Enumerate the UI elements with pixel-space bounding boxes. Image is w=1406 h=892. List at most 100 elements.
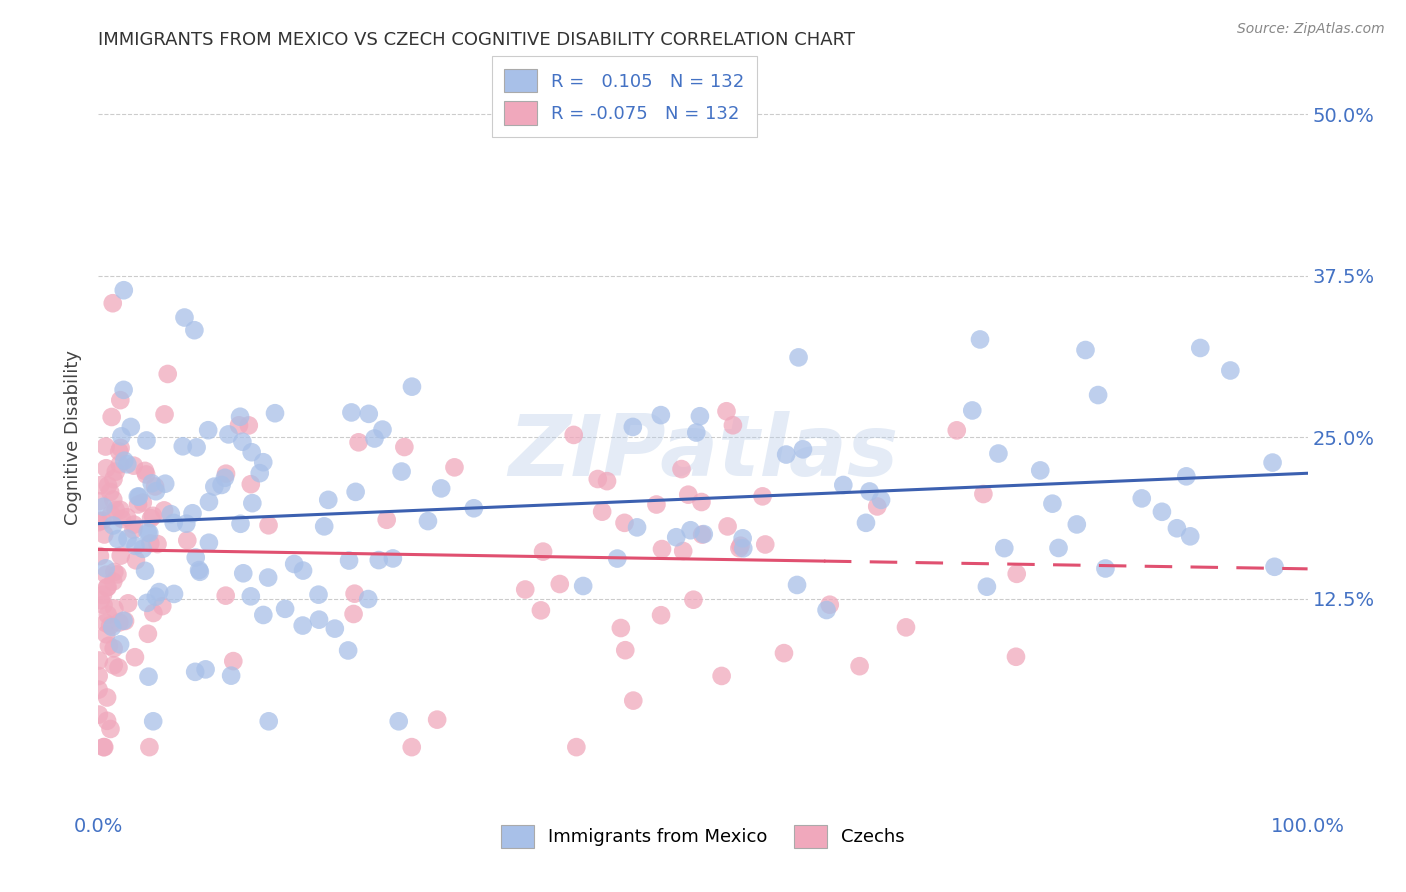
Point	[679, 523, 702, 537]
Point	[87, 515, 110, 529]
Point	[142, 508, 165, 523]
Point	[89, 478, 111, 492]
Point	[108, 444, 131, 458]
Point	[1189, 341, 1212, 355]
Point	[613, 516, 636, 530]
Point	[626, 520, 648, 534]
Point	[870, 492, 893, 507]
Point	[163, 587, 186, 601]
Point	[87, 707, 110, 722]
Point	[716, 404, 738, 418]
Point	[591, 505, 613, 519]
Point	[690, 495, 713, 509]
Point	[100, 507, 122, 521]
Point	[96, 690, 118, 705]
Point	[1166, 521, 1188, 535]
Point	[733, 541, 755, 556]
Point	[252, 455, 274, 469]
Point	[316, 492, 339, 507]
Point	[252, 607, 274, 622]
Point	[219, 668, 242, 682]
Point	[650, 608, 672, 623]
Point	[565, 740, 588, 755]
Point	[112, 383, 135, 397]
Point	[786, 578, 808, 592]
Text: ZIPatlas: ZIPatlas	[508, 410, 898, 493]
Point	[416, 514, 439, 528]
Point	[222, 654, 245, 668]
Point	[145, 484, 167, 499]
Point	[138, 525, 160, 540]
Point	[122, 458, 145, 473]
Point	[141, 476, 163, 491]
Text: Source: ZipAtlas.com: Source: ZipAtlas.com	[1237, 22, 1385, 37]
Point	[107, 532, 129, 546]
Point	[87, 494, 110, 508]
Point	[114, 614, 136, 628]
Point	[98, 485, 121, 500]
Point	[283, 557, 305, 571]
Point	[1180, 529, 1202, 543]
Point	[87, 514, 110, 528]
Point	[792, 442, 814, 457]
Point	[229, 409, 252, 424]
Point	[689, 409, 711, 424]
Point	[815, 603, 838, 617]
Point	[93, 500, 115, 514]
Point	[240, 496, 263, 510]
Point	[94, 440, 117, 454]
Point	[132, 541, 155, 556]
Point	[343, 587, 366, 601]
Y-axis label: Cognitive Disability: Cognitive Disability	[65, 350, 83, 524]
Point	[122, 523, 145, 537]
Point	[135, 467, 157, 482]
Point	[650, 408, 672, 422]
Point	[678, 488, 700, 502]
Point	[357, 592, 380, 607]
Point	[371, 423, 394, 437]
Point	[730, 539, 752, 553]
Point	[1263, 559, 1285, 574]
Point	[291, 618, 314, 632]
Point	[716, 519, 738, 533]
Point	[548, 577, 571, 591]
Point	[257, 570, 280, 584]
Point	[1175, 469, 1198, 483]
Point	[1074, 343, 1097, 357]
Point	[138, 670, 160, 684]
Point	[134, 564, 156, 578]
Point	[1029, 463, 1052, 477]
Point	[672, 544, 695, 558]
Point	[87, 669, 110, 683]
Point	[751, 489, 773, 503]
Point	[993, 541, 1015, 556]
Point	[115, 510, 138, 524]
Point	[108, 637, 131, 651]
Point	[391, 465, 413, 479]
Point	[101, 296, 124, 310]
Point	[858, 484, 880, 499]
Point	[754, 537, 776, 551]
Point	[388, 714, 411, 729]
Point	[239, 590, 262, 604]
Point	[159, 507, 181, 521]
Point	[94, 615, 117, 630]
Point	[1005, 566, 1028, 581]
Point	[183, 323, 205, 337]
Point	[987, 446, 1010, 460]
Point	[721, 418, 744, 433]
Point	[93, 740, 115, 755]
Point	[103, 601, 125, 615]
Point	[127, 498, 149, 512]
Point	[651, 542, 673, 557]
Point	[100, 722, 122, 736]
Point	[645, 498, 668, 512]
Point	[181, 506, 204, 520]
Point	[855, 516, 877, 530]
Point	[969, 333, 991, 347]
Point	[215, 589, 238, 603]
Point	[1150, 505, 1173, 519]
Point	[176, 516, 198, 531]
Point	[173, 310, 195, 325]
Point	[91, 514, 114, 528]
